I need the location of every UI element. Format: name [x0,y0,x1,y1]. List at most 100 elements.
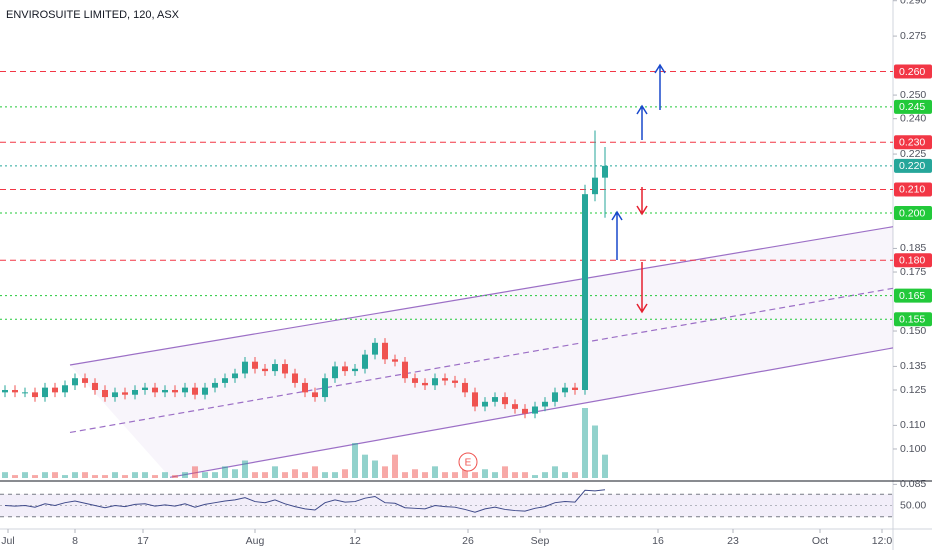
rsi-line [4,489,606,513]
volume-bar [192,466,198,478]
price-badge [894,312,932,327]
volume-bar [302,472,308,478]
candle-body [382,342,388,360]
y-tick-label: 0.100 [900,443,926,455]
candle-body [82,378,88,383]
price-badge-label: 0.260 [899,66,925,78]
x-tick-label: 12 [349,535,361,547]
volume-bar [512,472,518,478]
volume-bar [472,472,478,478]
candle-body [472,392,478,407]
candle-body [162,389,168,393]
volume-bar [182,472,188,478]
candle-body [462,382,468,393]
price-badge [894,253,932,268]
price-badge [894,158,932,173]
candle-body [122,392,128,395]
volume-bar [442,472,448,478]
candle-body [152,387,158,393]
volume-bar [272,466,278,478]
volume-bar [242,460,248,478]
volume-bar [2,472,8,478]
candle-body [332,366,338,379]
x-tick-label: 26 [462,535,474,547]
candle-body [422,382,428,386]
y-tick-label: 0.290 [900,0,926,6]
candle-body [292,373,298,383]
candle-body [582,194,588,390]
candle-body [232,373,238,379]
candle-body [402,361,408,379]
candle-body [112,392,118,398]
x-tick-label: 8 [72,535,78,547]
candle-body [192,387,198,395]
price-badge [894,64,932,79]
price-badge-label: 0.180 [899,255,925,267]
price-badge-label: 0.245 [899,101,925,113]
x-tick-label: Sep [531,535,550,547]
volume-bar [202,472,208,478]
volume-bar [392,454,398,478]
candle-body [592,177,598,195]
candle-body [452,380,458,383]
volume-bar [422,472,428,478]
price-badge [894,135,932,150]
volume-bar [362,454,368,478]
price-badge [894,99,932,114]
up-arrow [636,104,648,140]
down-arrow [636,187,648,216]
volume-bar [462,466,468,478]
candle-body [522,408,528,414]
candle-body [282,364,288,374]
y-tick-label: 0.110 [900,419,926,431]
volume-bar [502,466,508,478]
candle-body [62,385,68,393]
up-arrow [654,63,666,110]
earnings-marker [458,452,478,472]
volume-bar [92,475,98,478]
volume-bar [122,475,128,478]
candle-body [532,406,538,414]
candle-body [312,392,318,398]
candle-body [352,368,358,372]
volume-bar [162,472,168,478]
candle-body [362,354,368,369]
volume-bar [42,472,48,478]
volume-bar [492,472,498,478]
candle-body [22,392,28,394]
price-badge-label: 0.230 [899,137,925,149]
x-tick-label: 17 [137,535,149,547]
candle-body [252,361,258,369]
candle-body [72,378,78,386]
candle-body [302,382,308,393]
candle-body [512,404,518,409]
y-tick-label: 0.185 [900,242,926,254]
up-arrow [611,210,623,260]
volume-bar [542,472,548,478]
volume-bar [382,466,388,478]
candle-body [132,389,138,395]
earnings-label: E [465,458,472,469]
candle-body [142,387,148,390]
candle-body [222,378,228,383]
volume-bar [282,472,288,478]
candle-body [502,397,508,405]
price-badge [894,206,932,221]
candle-body [432,378,438,386]
candle-body [482,401,488,407]
x-tick-label: 23 [727,535,739,547]
volume-bar [172,475,178,478]
chart-title: ENVIROSUITE LIMITED, 120, ASX [6,9,180,21]
price-badge-label: 0.210 [899,184,925,196]
rsi-pane: 50.00 [0,489,926,518]
volume-bar [322,472,328,478]
x-tick-label: Jul [1,535,14,547]
price-badge-label: 0.220 [899,160,925,172]
volume-bar [52,472,58,478]
volume-bar [72,472,78,478]
volume-bar [252,472,258,478]
candle-body [562,387,568,393]
y-tick-label: 0.150 [900,325,926,337]
